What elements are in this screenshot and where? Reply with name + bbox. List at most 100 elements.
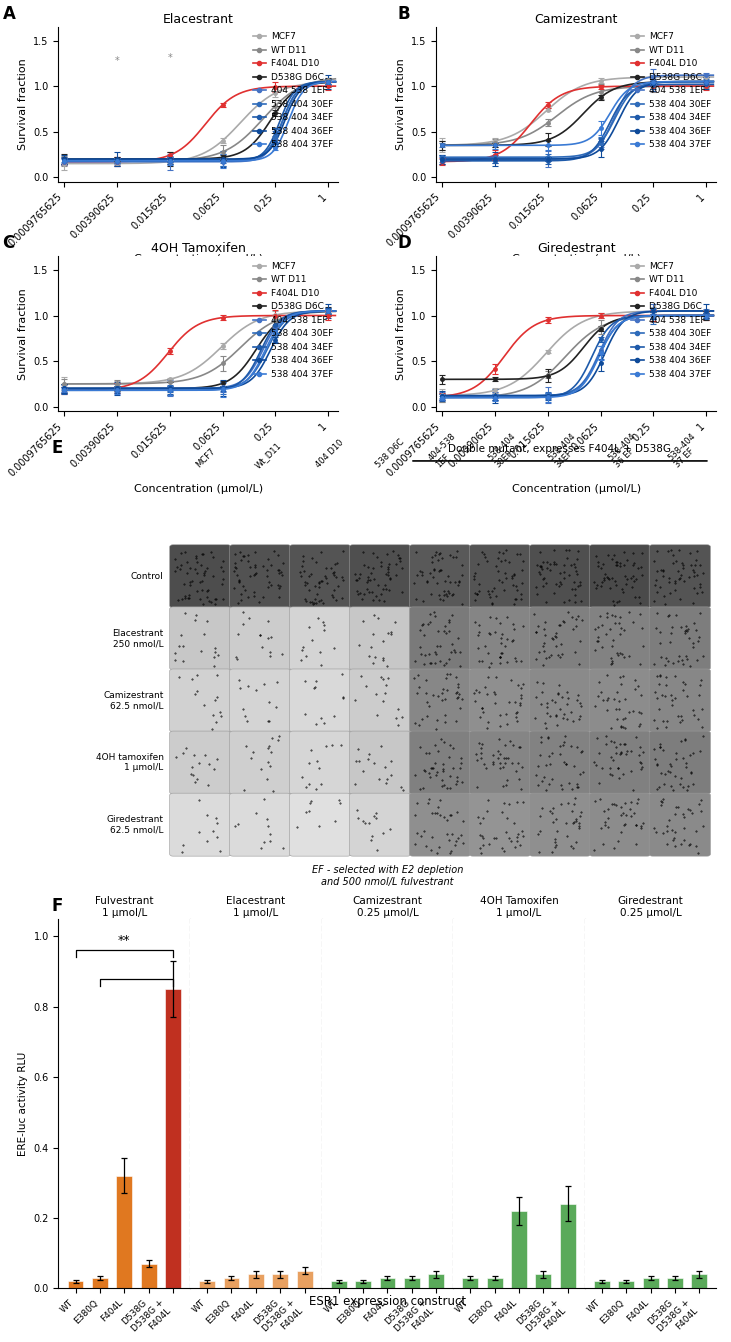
FancyBboxPatch shape bbox=[589, 668, 651, 731]
Text: MCF7: MCF7 bbox=[194, 447, 217, 470]
Bar bbox=[67, 1282, 83, 1288]
FancyBboxPatch shape bbox=[230, 731, 291, 794]
FancyBboxPatch shape bbox=[170, 545, 231, 608]
Bar bbox=[618, 1282, 634, 1288]
Title: Elacestrant
1 μmol/L: Elacestrant 1 μmol/L bbox=[227, 896, 285, 918]
Text: Wt_D11: Wt_D11 bbox=[254, 440, 284, 470]
FancyBboxPatch shape bbox=[170, 668, 231, 731]
Bar bbox=[297, 1271, 313, 1288]
Text: 538-404
34EF: 538-404 34EF bbox=[546, 432, 585, 470]
FancyBboxPatch shape bbox=[529, 793, 591, 856]
FancyBboxPatch shape bbox=[529, 668, 591, 731]
Text: 404-538
1EF: 404-538 1EF bbox=[426, 432, 465, 470]
X-axis label: Concentration (μmol/L): Concentration (μmol/L) bbox=[512, 255, 641, 264]
Bar bbox=[462, 1278, 478, 1288]
FancyBboxPatch shape bbox=[170, 731, 231, 794]
FancyBboxPatch shape bbox=[529, 545, 591, 608]
Bar bbox=[92, 1278, 108, 1288]
Bar bbox=[199, 1282, 215, 1288]
Text: Elacestrant
250 nmol/L: Elacestrant 250 nmol/L bbox=[113, 628, 164, 648]
FancyBboxPatch shape bbox=[409, 793, 471, 856]
Text: ESR1 expression construct: ESR1 expression construct bbox=[309, 1295, 466, 1308]
Text: E: E bbox=[52, 439, 64, 456]
FancyBboxPatch shape bbox=[349, 668, 411, 731]
Text: 538 D6C: 538 D6C bbox=[374, 437, 406, 470]
Text: Control: Control bbox=[131, 572, 164, 581]
Text: D: D bbox=[397, 235, 411, 252]
FancyBboxPatch shape bbox=[230, 607, 291, 670]
Y-axis label: Survival fraction: Survival fraction bbox=[395, 289, 406, 380]
FancyBboxPatch shape bbox=[649, 607, 711, 670]
Text: **: ** bbox=[118, 934, 131, 947]
FancyBboxPatch shape bbox=[649, 731, 711, 794]
Text: C: C bbox=[2, 235, 15, 252]
Text: Double mutant, expresses F404L + D538G: Double mutant, expresses F404L + D538G bbox=[448, 444, 672, 455]
FancyBboxPatch shape bbox=[469, 793, 531, 856]
Legend: MCF7, WT D11, F404L D10, D538G D6C, 404 538 1EF, 538 404 30EF, 538 404 34EF, 538: MCF7, WT D11, F404L D10, D538G D6C, 404 … bbox=[627, 28, 715, 153]
Bar bbox=[165, 989, 181, 1288]
FancyBboxPatch shape bbox=[289, 607, 351, 670]
Bar bbox=[248, 1275, 264, 1288]
Legend: MCF7, WT D11, F404L D10, D538G D6C, 404 538 1EF, 538 404 30EF, 538 404 34EF, 538: MCF7, WT D11, F404L D10, D538G D6C, 404 … bbox=[627, 258, 715, 382]
FancyBboxPatch shape bbox=[649, 793, 711, 856]
Text: 538-404
36 EF: 538-404 36 EF bbox=[606, 432, 645, 470]
Text: *: * bbox=[167, 52, 172, 63]
FancyBboxPatch shape bbox=[409, 545, 471, 608]
Title: Fulvestrant
1 μmol/L: Fulvestrant 1 μmol/L bbox=[95, 896, 154, 918]
FancyBboxPatch shape bbox=[469, 731, 531, 794]
Bar bbox=[116, 1176, 132, 1288]
FancyBboxPatch shape bbox=[230, 668, 291, 731]
FancyBboxPatch shape bbox=[289, 545, 351, 608]
FancyBboxPatch shape bbox=[529, 607, 591, 670]
Title: 4OH Tamoxifen: 4OH Tamoxifen bbox=[151, 242, 246, 255]
Bar bbox=[667, 1278, 683, 1288]
Bar bbox=[224, 1278, 240, 1288]
Title: Giredestrant: Giredestrant bbox=[537, 242, 616, 255]
FancyBboxPatch shape bbox=[170, 607, 231, 670]
FancyBboxPatch shape bbox=[230, 545, 291, 608]
FancyBboxPatch shape bbox=[469, 607, 531, 670]
Y-axis label: Survival fraction: Survival fraction bbox=[395, 59, 406, 150]
FancyBboxPatch shape bbox=[230, 793, 291, 856]
X-axis label: Concentration (μmol/L): Concentration (μmol/L) bbox=[512, 483, 641, 494]
Bar bbox=[355, 1282, 371, 1288]
Bar bbox=[404, 1278, 420, 1288]
Text: *: * bbox=[114, 56, 119, 66]
Text: 404 D10: 404 D10 bbox=[314, 439, 345, 470]
FancyBboxPatch shape bbox=[469, 545, 531, 608]
Bar bbox=[511, 1210, 527, 1288]
Text: B: B bbox=[397, 5, 410, 23]
FancyBboxPatch shape bbox=[289, 731, 351, 794]
Text: 4OH tamoxifen
1 μmol/L: 4OH tamoxifen 1 μmol/L bbox=[96, 753, 164, 772]
Bar bbox=[140, 1264, 156, 1288]
Text: F: F bbox=[52, 896, 64, 914]
Text: A: A bbox=[2, 5, 15, 23]
Bar bbox=[330, 1282, 346, 1288]
Text: 538-404
37 EF: 538-404 37 EF bbox=[666, 432, 705, 470]
X-axis label: Concentration (μmol/L): Concentration (μmol/L) bbox=[134, 483, 263, 494]
FancyBboxPatch shape bbox=[589, 731, 651, 794]
Legend: MCF7, WT D11, F404L D10, D538G D6C, 404 538 1EF, 538 404 30EF, 538 404 34EF, 538: MCF7, WT D11, F404L D10, D538G D6C, 404 … bbox=[249, 28, 337, 153]
Bar bbox=[594, 1282, 610, 1288]
FancyBboxPatch shape bbox=[349, 793, 411, 856]
Text: Camizestrant
62.5 nmol/L: Camizestrant 62.5 nmol/L bbox=[103, 691, 164, 710]
Title: Elacestrant: Elacestrant bbox=[163, 12, 234, 25]
Y-axis label: Survival fraction: Survival fraction bbox=[18, 289, 28, 380]
Text: Giredestrant
62.5 nmol/L: Giredestrant 62.5 nmol/L bbox=[107, 815, 164, 835]
Bar bbox=[272, 1275, 288, 1288]
Legend: MCF7, WT D11, F404L D10, D538G D6C, 404 538 1EF, 538 404 30EF, 538 404 34EF, 538: MCF7, WT D11, F404L D10, D538G D6C, 404 … bbox=[249, 258, 337, 382]
Y-axis label: ERE-luc activity RLU: ERE-luc activity RLU bbox=[18, 1051, 28, 1155]
Bar bbox=[428, 1275, 444, 1288]
Bar bbox=[379, 1278, 395, 1288]
Title: Camizestrant
0.25 μmol/L: Camizestrant 0.25 μmol/L bbox=[352, 896, 423, 918]
Bar bbox=[643, 1278, 659, 1288]
Text: 538-404
30EF: 538-404 30EF bbox=[486, 432, 525, 470]
FancyBboxPatch shape bbox=[469, 668, 531, 731]
Bar bbox=[487, 1278, 502, 1288]
FancyBboxPatch shape bbox=[349, 545, 411, 608]
FancyBboxPatch shape bbox=[349, 731, 411, 794]
FancyBboxPatch shape bbox=[589, 545, 651, 608]
FancyBboxPatch shape bbox=[589, 607, 651, 670]
FancyBboxPatch shape bbox=[170, 793, 231, 856]
Title: Camizestrant: Camizestrant bbox=[534, 12, 618, 25]
